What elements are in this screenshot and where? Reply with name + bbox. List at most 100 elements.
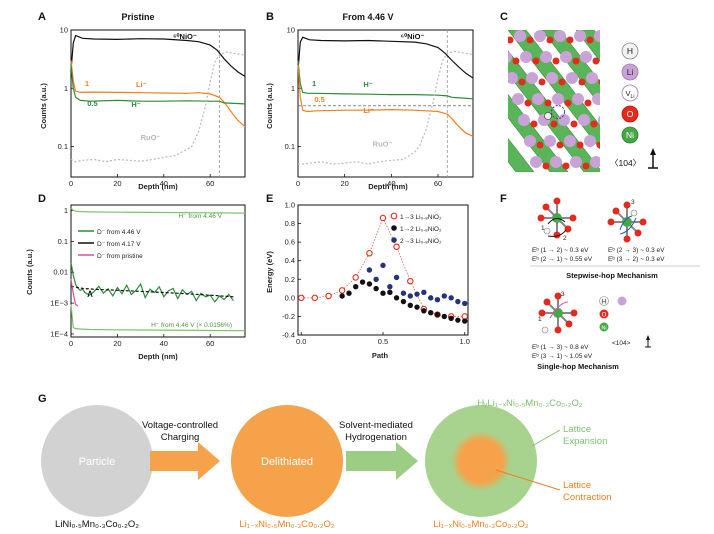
oxygen-atom (544, 99, 552, 107)
point-E-1 (414, 304, 420, 310)
singlehop-title: Single-hop Mechanism (537, 362, 619, 371)
point-E-1 (359, 279, 366, 285)
oxygen-atom (572, 57, 580, 65)
crystal-structure-image (494, 30, 714, 172)
direction-label: 〈104〉 (610, 158, 641, 168)
formula-pristine: LiNi₀.₅Mn₀.₃Co₀.₂O₂ (55, 519, 139, 530)
formula-delithiated: Li₁₋ₓNi₀.₅Mn₀.₃Co₀.₂O₂ (239, 519, 335, 530)
mini-legend-o: O (602, 313, 607, 319)
lithium-atom (560, 51, 572, 63)
particle-pristine (41, 405, 153, 517)
ni-layer (508, 94, 569, 172)
series-B-0 (297, 36, 474, 79)
oxygen-atom (550, 120, 558, 128)
site-2: 2 (563, 235, 567, 242)
point-E-2 (380, 262, 386, 269)
point-E-2 (421, 289, 427, 295)
y-tick-label-B: 10 (287, 26, 295, 35)
ni-layer (508, 137, 535, 172)
oxygen-atom (590, 120, 598, 128)
legend-d-2: D⁻ from 4.17 V (97, 241, 141, 248)
series-label-B-0: ⁶⁰NiO⁻ (401, 32, 425, 41)
oxygen-atom (603, 163, 610, 170)
oxygen-atom (524, 99, 532, 107)
panel-c-label: C (500, 11, 508, 23)
point-E-1 (421, 308, 427, 314)
lithium-atom (574, 30, 586, 42)
particle-pristine-text: Particle (79, 456, 116, 468)
panel-a: A Pristine Counts (a.u.) Depth (nm) 0 20 4… (38, 11, 246, 191)
annotation-h-scaled: H⁻ from 4.46 V (× 0.0156%) (151, 322, 232, 329)
oxygen-atom (605, 100, 612, 107)
series-label-A-2: H⁻ (131, 100, 140, 109)
oxygen-atom (532, 57, 540, 65)
lithium-atom (584, 135, 596, 147)
point-E-0 (325, 292, 332, 300)
site-1: 1 (541, 225, 545, 232)
lithium-atom (558, 114, 570, 126)
panel-a-title: Pristine (121, 12, 154, 22)
point-E-2 (434, 297, 441, 303)
charging-arrow-icon (150, 442, 220, 480)
label-contraction-2: Contraction (563, 492, 612, 503)
y-tick-label-E: 0.8 (285, 219, 295, 228)
point-E-2 (441, 293, 447, 299)
lithium-atom (508, 72, 518, 84)
oxygen-atom (508, 36, 514, 44)
panel-d-plot: 0 20 40 60 1 0.1 0.01 1E−3 1E−4 (50, 204, 246, 348)
lithium-atom (494, 30, 506, 42)
annotation-h-from-446: H⁻ from 4.46 V (178, 213, 222, 220)
x-tick-label-D: 0 (69, 339, 73, 348)
series-D-0 (70, 207, 246, 214)
point-E-2 (407, 293, 413, 299)
point-E-0 (298, 294, 305, 302)
hydrogen-legend-icon (621, 42, 639, 60)
series-label-A-1: Li⁻ (136, 80, 147, 89)
legend-d-3: D⁻ from pristine (97, 253, 143, 260)
oxygen-atom (552, 57, 560, 65)
x-tick-label-A: 60 (206, 179, 214, 188)
oxygen-atom (526, 36, 534, 44)
legend-e-3: 2→3 Li₀.₈NiO₂ (400, 238, 442, 245)
oxygen-icon (599, 309, 609, 319)
ni-layer (644, 30, 714, 172)
label-expansion-2: Expansion (563, 436, 607, 447)
y-tick-label-E: 0.0 (285, 293, 295, 302)
f-direction-label: <104> (612, 340, 631, 347)
oxygen-atom (592, 57, 600, 65)
point-E-2 (393, 274, 400, 281)
oxygen-atom (607, 37, 614, 44)
panel-e-plot: 0.0 0.5 1.0 -0.4 -0.2 0.0 0.2 0.4 0.6 0.8 1.0 (282, 201, 470, 347)
stepwise-energy-3: Eᵇ (2 → 3) ~ 0.3 eV (608, 247, 665, 254)
y-tick-label-E: 0.2 (285, 275, 295, 284)
oxygen-atom (584, 99, 592, 107)
hydrogen-legend-symbol: H (627, 46, 633, 56)
point-E-1 (400, 298, 407, 305)
series-B-1 (297, 60, 474, 100)
singlehop-energy-1: Eᵇ (1 → 3) ~ 0.8 eV (532, 344, 589, 351)
plot-frame-D (70, 204, 246, 338)
series-D-2 (70, 285, 234, 298)
lithium-atom (606, 72, 618, 84)
oxygen-atom (576, 141, 584, 149)
nickel-legend-symbol: Ni (626, 130, 634, 140)
y-tick-label-D: 1E−4 (50, 330, 68, 339)
point-E-2 (448, 295, 454, 301)
point-E-0 (407, 277, 414, 285)
stepwise-cluster-left-icon (537, 197, 577, 239)
panel-g-label: G (38, 393, 47, 405)
point-E-1 (462, 318, 468, 324)
x-tick-label-A: 0 (69, 179, 73, 188)
point-E-1 (387, 289, 393, 295)
x-tick-label-E: 0.5 (378, 337, 388, 346)
x-tick-label-A: 20 (113, 179, 121, 188)
particle-core (451, 431, 511, 491)
label-expansion-1: Lattice (563, 424, 591, 435)
point-E-2 (455, 298, 461, 305)
y-tick-label-B: 1 (291, 84, 295, 93)
lithium-legend-icon (621, 63, 639, 81)
point-E-0 (352, 274, 359, 281)
y-tick-label-E: -0.2 (282, 312, 295, 321)
